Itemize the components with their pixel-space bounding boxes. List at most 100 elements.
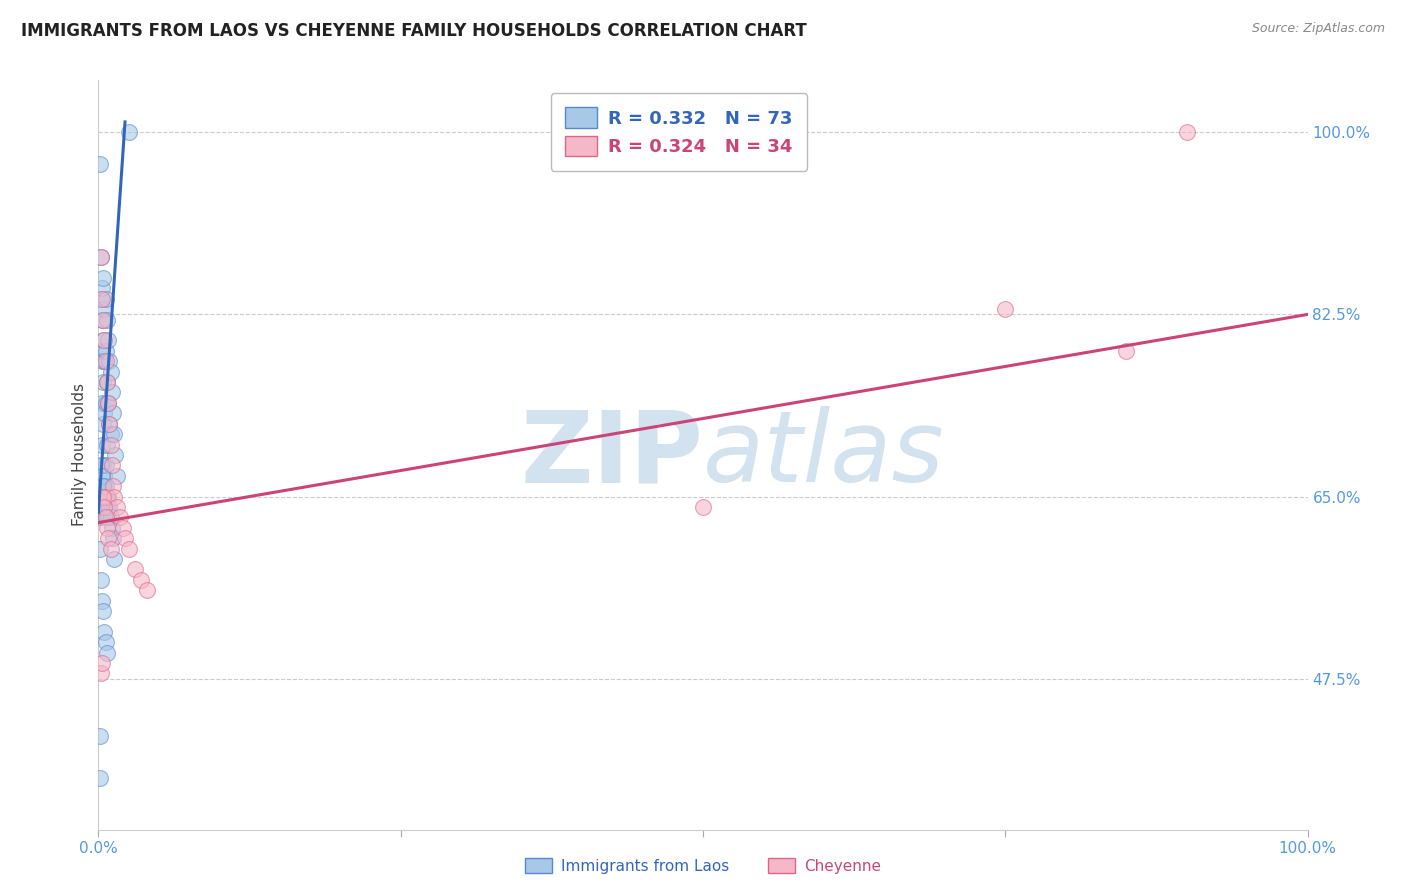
Point [129,573,152,587]
Point [1175,125,1198,139]
Point [105,468,128,483]
Point [94,292,117,306]
Point [90,292,112,306]
Point [96,490,118,504]
Point [93,490,115,504]
Point [89,729,111,743]
Point [118,541,141,556]
Point [89,771,111,785]
Point [94,510,117,524]
Text: Source: ZipAtlas.com: Source: ZipAtlas.com [1251,22,1385,36]
Point [93,500,115,514]
Point [91,437,114,451]
Point [96,312,118,326]
Point [93,490,115,504]
Point [94,343,117,358]
Point [93,354,115,368]
Point [91,271,114,285]
Point [98,354,121,368]
Point [89,156,111,170]
Point [98,417,121,431]
Point [91,500,114,514]
Text: atlas: atlas [703,407,945,503]
Point [90,490,112,504]
Point [93,624,115,639]
Point [96,437,118,451]
Point [100,365,122,379]
Point [91,458,114,473]
Point [93,406,115,420]
Point [91,490,114,504]
Point [100,458,122,473]
Point [994,302,1017,317]
Point [135,583,157,598]
Text: IMMIGRANTS FROM LAOS VS CHEYENNE FAMILY HOUSEHOLDS CORRELATION CHART: IMMIGRANTS FROM LAOS VS CHEYENNE FAMILY … [21,22,807,40]
Point [97,396,120,410]
Point [90,500,112,514]
Point [91,396,114,410]
Point [90,250,112,264]
Point [91,281,114,295]
Point [91,593,114,607]
Y-axis label: Family Households: Family Households [72,384,87,526]
Point [89,541,111,556]
Point [104,448,127,462]
Point [96,375,118,389]
Point [90,510,112,524]
Point [94,510,117,524]
Point [96,521,118,535]
Point [100,427,122,442]
Point [91,479,114,493]
Point [97,510,120,524]
Point [91,490,114,504]
Point [91,479,114,493]
Point [91,500,114,514]
Point [96,375,118,389]
Point [91,604,114,618]
Point [96,490,118,504]
Point [100,541,122,556]
Point [91,312,114,326]
Point [91,354,114,368]
Point [94,396,117,410]
Point [101,479,124,493]
Point [114,531,136,545]
Legend: Immigrants from Laos, Cheyenne: Immigrants from Laos, Cheyenne [519,852,887,880]
Point [94,479,117,493]
Point [103,552,125,566]
Point [118,125,141,139]
Point [91,375,114,389]
Point [91,417,114,431]
Point [91,468,114,483]
Point [93,479,115,493]
Point [91,479,114,493]
Point [98,417,121,431]
Text: ZIP: ZIP [520,407,703,503]
Point [98,500,121,514]
Point [97,531,120,545]
Point [90,573,112,587]
Point [96,646,118,660]
Point [100,385,122,400]
Point [91,490,114,504]
Point [105,500,128,514]
Point [90,666,112,681]
Point [103,490,125,504]
Point [90,250,112,264]
Point [97,334,120,348]
Point [93,302,115,317]
Point [96,500,118,514]
Point [97,490,120,504]
Point [111,521,134,535]
Point [91,292,114,306]
Point [101,406,124,420]
Point [91,656,114,670]
Point [93,334,115,348]
Point [90,458,112,473]
Point [103,427,125,442]
Point [94,354,117,368]
Point [101,531,124,545]
Point [94,635,117,649]
Point [1115,343,1137,358]
Point [90,343,112,358]
